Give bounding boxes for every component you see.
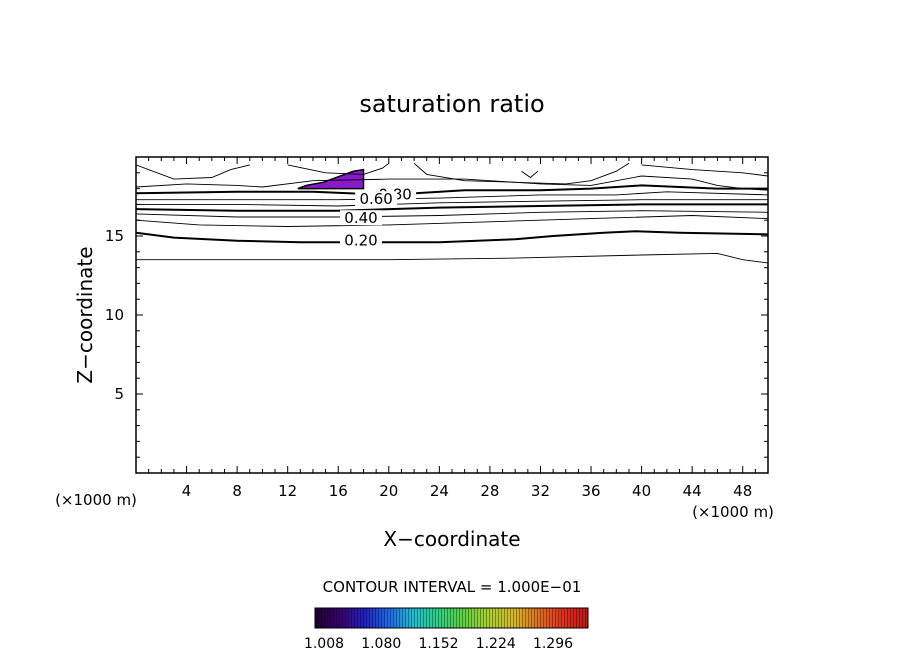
x-tick-label: 24 — [430, 482, 449, 500]
y-tick-label: 10 — [105, 306, 124, 324]
x-tick-label: 20 — [379, 482, 398, 500]
colorbar-tick-label: 1.080 — [361, 636, 401, 652]
colorbar-tick-label: 1.152 — [418, 636, 458, 652]
chart-title: saturation ratio — [359, 90, 544, 118]
contour-label: 0.20 — [344, 231, 377, 249]
colorbar: 1.008 1.080 1.152 1.224 1.296 — [304, 607, 589, 652]
y-tick-label: 15 — [105, 227, 124, 245]
contour-line — [136, 230, 768, 244]
contour-interval-text: CONTOUR INTERVAL = 1.000E−01 — [323, 578, 582, 596]
x-axis-label: X−coordinate — [383, 527, 520, 551]
contour-line — [136, 199, 768, 207]
y-tick-label: 5 — [114, 385, 124, 403]
contour-label-bg — [339, 232, 382, 248]
contour-lines — [136, 162, 768, 264]
x-tick-label: 8 — [232, 482, 242, 500]
x-tick-label: 36 — [581, 482, 600, 500]
filled-region — [297, 168, 365, 190]
x-tick-label: 28 — [480, 482, 499, 500]
x-tick-label: 12 — [278, 482, 297, 500]
contour-label-bg — [339, 210, 382, 226]
contour-label-group: 0.800.600.400.20 — [339, 186, 417, 249]
contour-line — [287, 162, 390, 175]
x-tick-label: 48 — [733, 482, 752, 500]
contour-line — [136, 175, 768, 191]
x-tick-label: 32 — [531, 482, 550, 500]
contour-line — [136, 191, 768, 201]
contour-line — [136, 210, 768, 218]
x-tick-label: 16 — [329, 482, 348, 500]
x-tick-label: 40 — [632, 482, 651, 500]
colorbar-tick-label: 1.008 — [304, 636, 344, 652]
colorbar-tick-label: 1.296 — [533, 636, 573, 652]
x-unit-label-left: (×1000 m) — [55, 491, 137, 509]
contour-label-bg — [355, 191, 398, 207]
colorbar-tick-label: 1.224 — [476, 636, 516, 652]
contour-line — [136, 184, 768, 196]
contour-label: 0.40 — [344, 209, 377, 227]
x-tick-label: 44 — [683, 482, 702, 500]
contour-line — [521, 170, 539, 179]
contour-line — [136, 203, 768, 212]
contour-line — [136, 164, 250, 180]
contour-line — [136, 215, 768, 227]
contour-line — [413, 162, 630, 185]
colorbar-frame — [314, 607, 589, 629]
x-tick-label: 4 — [182, 482, 192, 500]
contour-label: 0.60 — [359, 190, 392, 208]
colorbar-tick-labels: 1.008 1.080 1.152 1.224 1.296 — [304, 636, 573, 652]
contour-line — [641, 164, 768, 177]
colorbar-stripes — [315, 608, 588, 628]
x-unit-label-right: (×1000 m) — [692, 503, 774, 521]
contour-line — [136, 252, 768, 264]
y-axis-label: Z−coordinate — [73, 246, 97, 383]
